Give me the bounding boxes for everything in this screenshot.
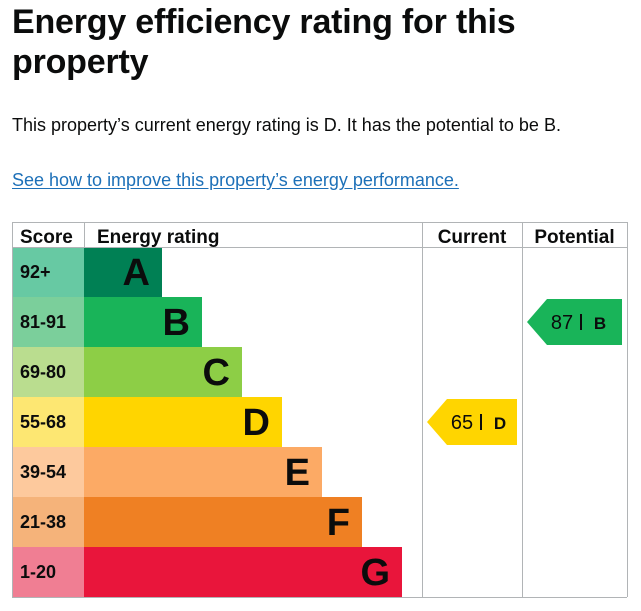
rating-letter-g: G bbox=[360, 552, 390, 594]
score-cell-e bbox=[12, 447, 84, 497]
header-score: Score bbox=[20, 227, 73, 248]
current-rating-letter: D bbox=[494, 414, 506, 433]
header-current: Current bbox=[438, 227, 507, 248]
header-potential: Potential bbox=[534, 227, 614, 248]
potential-rating-letter: B bbox=[594, 314, 606, 333]
score-label-b: 81-91 bbox=[20, 312, 66, 332]
score-label-f: 21-38 bbox=[20, 512, 66, 532]
rating-bar-d bbox=[84, 397, 282, 447]
rating-letter-b: B bbox=[163, 302, 190, 344]
rating-letter-f: F bbox=[327, 502, 350, 544]
score-cell-b bbox=[12, 297, 84, 347]
rating-letter-d: D bbox=[243, 402, 270, 444]
current-rating-score: 65 bbox=[451, 412, 473, 434]
improve-performance-link[interactable]: See how to improve this property’s energ… bbox=[12, 170, 459, 190]
rating-bar-e bbox=[84, 447, 322, 497]
score-label-d: 55-68 bbox=[20, 412, 66, 432]
rating-letter-e: E bbox=[285, 452, 310, 494]
score-cell-c bbox=[12, 347, 84, 397]
score-cell-f bbox=[12, 497, 84, 547]
score-label-a: 92+ bbox=[20, 262, 51, 282]
score-cell-a bbox=[12, 247, 84, 297]
rating-bar-a bbox=[84, 247, 162, 297]
score-cell-g bbox=[12, 547, 84, 597]
rating-bar-g bbox=[84, 547, 402, 597]
score-label-c: 69-80 bbox=[20, 362, 66, 382]
page-title: Energy efficiency rating for this proper… bbox=[12, 3, 516, 81]
rating-bar-c bbox=[84, 347, 242, 397]
rating-summary: This property’s current energy rating is… bbox=[12, 115, 561, 135]
potential-rating-arrow bbox=[527, 299, 622, 345]
score-cell-d bbox=[12, 397, 84, 447]
rating-bar-f bbox=[84, 497, 362, 547]
rating-bar-b bbox=[84, 297, 202, 347]
rating-letter-a: A bbox=[123, 252, 150, 294]
score-label-g: 1-20 bbox=[20, 562, 56, 582]
potential-rating-score: 87 bbox=[551, 312, 573, 334]
score-label-e: 39-54 bbox=[20, 462, 66, 482]
current-rating-arrow bbox=[427, 399, 517, 445]
rating-letter-c: C bbox=[203, 352, 230, 394]
header-energy-rating: Energy rating bbox=[97, 227, 219, 248]
